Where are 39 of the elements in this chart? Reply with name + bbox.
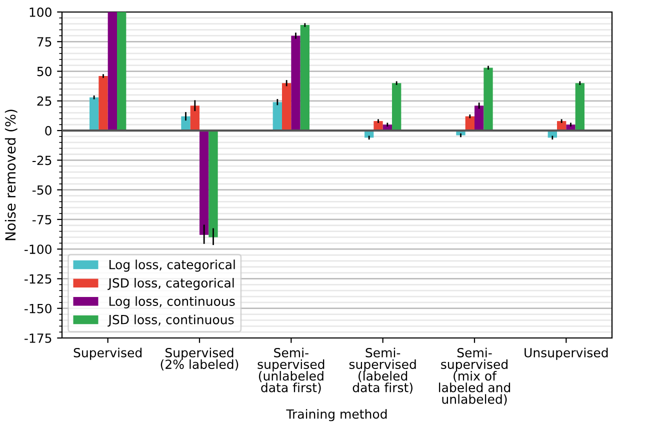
legend-label: JSD loss, continuous bbox=[108, 314, 234, 327]
y-axis-title: Noise removed (%) bbox=[4, 110, 18, 240]
bar bbox=[392, 83, 402, 131]
x-tick-label: Semi- supervised (labeled data first) bbox=[349, 348, 416, 394]
bar bbox=[484, 68, 493, 131]
y-tick-label: 0 bbox=[45, 126, 52, 136]
y-tick-label: 75 bbox=[37, 37, 52, 47]
bar bbox=[300, 25, 310, 131]
x-tick-label: Supervised bbox=[74, 348, 142, 360]
bar bbox=[200, 130, 209, 235]
y-tick-label: -150 bbox=[24, 304, 52, 314]
x-tick-label: Unsupervised bbox=[524, 348, 608, 360]
bar bbox=[208, 130, 218, 238]
bar bbox=[291, 36, 300, 131]
y-tick-label: 25 bbox=[37, 96, 52, 106]
x-tick-label: Supervised (2% labeled) bbox=[160, 348, 238, 370]
y-tick-label: -25 bbox=[32, 156, 52, 166]
bar bbox=[190, 106, 200, 131]
legend-label: Log loss, categorical bbox=[109, 260, 235, 272]
bar bbox=[117, 12, 126, 131]
y-tick-label: -100 bbox=[24, 244, 52, 254]
bar bbox=[90, 97, 99, 131]
bar bbox=[108, 12, 117, 131]
x-tick-label: Semi- supervised (mix of labeled and unlabeled) bbox=[439, 348, 510, 406]
bar bbox=[282, 83, 292, 131]
legend-label: JSD loss, categorical bbox=[108, 278, 234, 290]
y-tick-label: -75 bbox=[32, 215, 52, 224]
y-tick-label: 50 bbox=[37, 66, 52, 76]
x-axis-title: Training method bbox=[286, 409, 387, 422]
y-tick-label: -50 bbox=[32, 185, 52, 195]
bar bbox=[474, 106, 484, 131]
bar bbox=[98, 76, 108, 131]
x-tick-label: Semi- supervised (unlabeled data first) bbox=[258, 348, 324, 394]
bar bbox=[575, 83, 584, 131]
y-tick-label: 100 bbox=[30, 7, 52, 17]
y-tick-label: -175 bbox=[24, 334, 52, 343]
legend-label: Log loss, continuous bbox=[109, 296, 235, 308]
bar bbox=[272, 102, 282, 131]
y-tick-label: -125 bbox=[24, 274, 52, 284]
